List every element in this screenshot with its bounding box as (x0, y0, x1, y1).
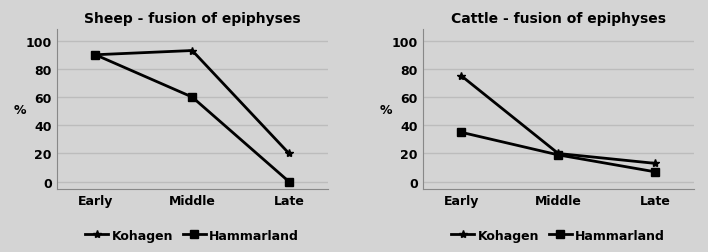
Y-axis label: %: % (13, 103, 26, 116)
Legend: Kohagen, Hammarland: Kohagen, Hammarland (80, 224, 304, 247)
Title: Sheep - fusion of epiphyses: Sheep - fusion of epiphyses (84, 12, 300, 26)
Legend: Kohagen, Hammarland: Kohagen, Hammarland (446, 224, 670, 247)
Y-axis label: %: % (379, 103, 392, 116)
Title: Cattle - fusion of epiphyses: Cattle - fusion of epiphyses (451, 12, 666, 26)
